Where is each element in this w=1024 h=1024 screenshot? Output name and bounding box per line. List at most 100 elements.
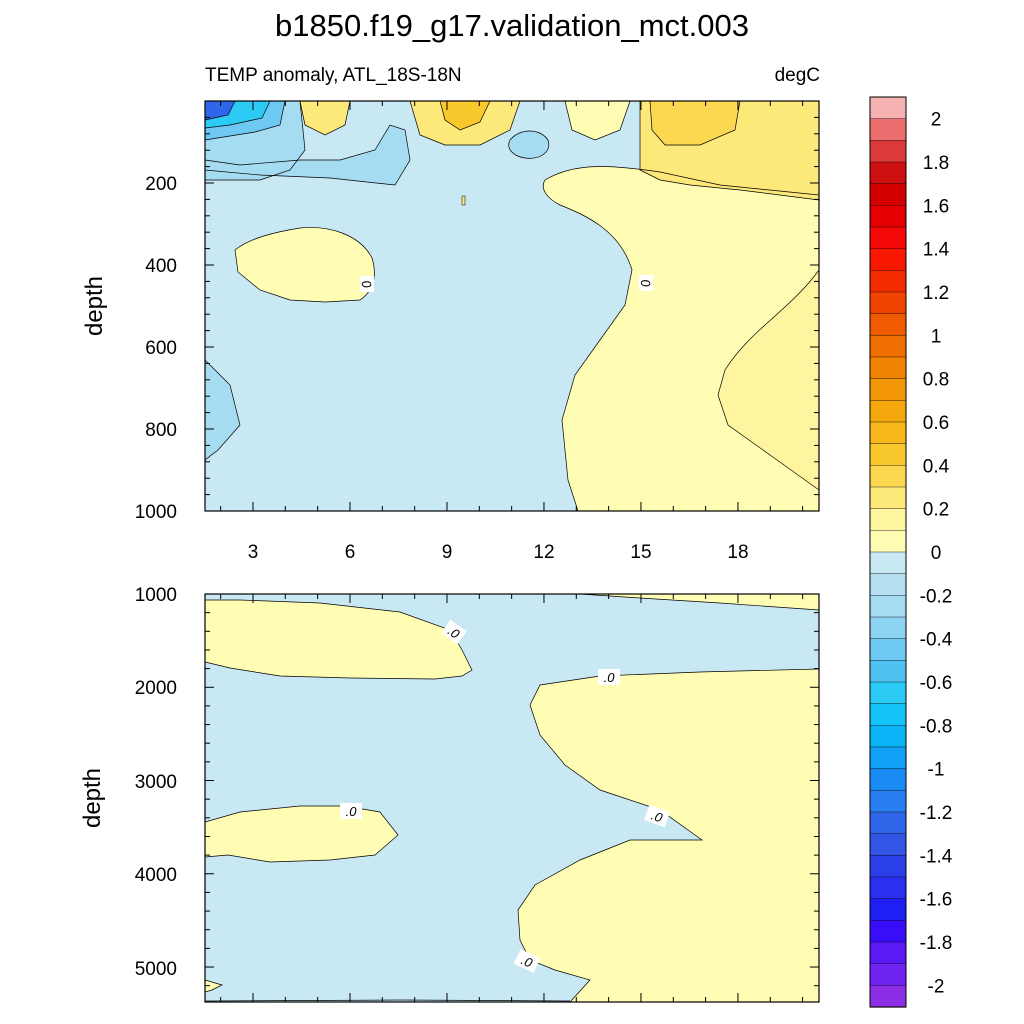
chart-title: b1850.f19_g17.validation_mct.003 bbox=[275, 8, 749, 43]
bottom-contour-label-4: .0 bbox=[643, 804, 671, 828]
colorbar-swatch bbox=[869, 205, 907, 228]
colorbar-swatch bbox=[869, 833, 907, 856]
colorbar-swatch bbox=[869, 790, 907, 813]
bottom-contour-line bbox=[205, 599, 473, 680]
top-y-tick-label: 600 bbox=[145, 338, 177, 359]
colorbar-label: -1.8 bbox=[920, 933, 953, 954]
top-contour-line bbox=[205, 124, 411, 186]
top-surface-warm-patch-3 bbox=[565, 101, 630, 140]
top-y-tick-label: 800 bbox=[145, 420, 177, 441]
top-cold-tongue bbox=[205, 125, 410, 185]
colorbar-swatch bbox=[869, 898, 907, 921]
colorbar-swatch bbox=[869, 161, 907, 185]
bottom-panel: .0 .0 .0 .0 .0 1000 2000 3000 4000 5000 … bbox=[79, 585, 820, 1003]
top-x-axis: 3 6 9 12 15 18 bbox=[248, 542, 749, 563]
top-contour-line bbox=[205, 101, 271, 129]
colorbar-swatch bbox=[869, 573, 907, 596]
top-contour-line bbox=[205, 101, 306, 181]
colorbar-swatch bbox=[869, 920, 907, 943]
colorbar-swatch bbox=[869, 378, 907, 401]
bottom-contour-line bbox=[205, 979, 223, 993]
bottom-tick-marks bbox=[205, 594, 819, 1002]
bottom-contour-label: .0 bbox=[346, 804, 358, 819]
colorbar-swatch bbox=[869, 985, 907, 1008]
colorbar-swatch bbox=[869, 725, 907, 748]
colorbar-label: -0.6 bbox=[920, 673, 953, 694]
top-contour-line bbox=[542, 179, 633, 511]
bottom-label-box bbox=[441, 619, 467, 645]
top-contour-label-2: 0 bbox=[637, 275, 654, 291]
top-deep-warm-lobe bbox=[718, 270, 819, 490]
colorbar-frame bbox=[869, 96, 907, 1008]
bottom-contour-line bbox=[205, 805, 399, 863]
bottom-contour-label-3: .0 bbox=[340, 803, 362, 819]
top-contour-line bbox=[564, 101, 631, 141]
colorbar-swatch bbox=[869, 291, 907, 315]
colorbar-swatch bbox=[869, 876, 907, 900]
colorbar-swatch bbox=[869, 356, 907, 380]
colorbar-swatch bbox=[869, 616, 907, 640]
colorbar-label: -0.8 bbox=[920, 716, 953, 737]
bottom-contour-label-1: .0 bbox=[441, 619, 467, 645]
bottom-y-tick-label: 5000 bbox=[135, 959, 177, 980]
bottom-y-axis-label: depth bbox=[79, 768, 106, 828]
top-tick-marks bbox=[205, 101, 819, 511]
colorbar-swatch bbox=[869, 768, 907, 791]
colorbar-label: 1.8 bbox=[923, 153, 949, 174]
top-x-tick-label: 6 bbox=[345, 542, 356, 563]
colorbar-label: 1.6 bbox=[923, 196, 949, 217]
colorbar-swatch bbox=[869, 226, 907, 250]
top-subtitle-left: TEMP anomaly, ATL_18S-18N bbox=[205, 65, 462, 86]
colorbar-swatch bbox=[869, 96, 907, 120]
top-surface-warm-patch-1 bbox=[300, 101, 350, 135]
bottom-contour-line bbox=[205, 999, 571, 1002]
bottom-warm-region-5 bbox=[205, 980, 222, 992]
colorbar-label: -0.2 bbox=[920, 586, 953, 607]
bottom-contour-label-5: .0 bbox=[513, 949, 541, 973]
colorbar-swatch bbox=[869, 335, 907, 358]
colorbar-swatch bbox=[869, 508, 907, 531]
top-contour-line bbox=[205, 101, 236, 121]
top-contour-line bbox=[234, 227, 375, 303]
bottom-label-box bbox=[643, 804, 671, 828]
colorbar-label: -1 bbox=[928, 760, 945, 781]
top-contour-line bbox=[205, 101, 286, 141]
colorbar-swatch bbox=[869, 811, 907, 835]
bottom-warm-region-2 bbox=[580, 594, 819, 610]
bottom-y-tick-label: 2000 bbox=[135, 678, 177, 699]
colorbar-label: 1 bbox=[931, 326, 942, 347]
top-surface-warm-core bbox=[650, 101, 740, 145]
top-y-tick-label: 200 bbox=[145, 174, 177, 195]
top-panel: TEMP anomaly, ATL_18S-18N degC bbox=[81, 65, 820, 563]
top-y-tick-label: 400 bbox=[145, 256, 177, 277]
top-y-axis: 200 400 600 800 1000 bbox=[135, 174, 177, 523]
colorbar-label: 0.8 bbox=[923, 370, 949, 391]
top-contour-label-1: 0 bbox=[358, 276, 375, 292]
bottom-contour-label: .0 bbox=[604, 670, 616, 685]
colorbar-label: 0.4 bbox=[923, 456, 950, 477]
bottom-label-box bbox=[340, 803, 362, 819]
top-x-tick-label: 9 bbox=[442, 542, 453, 563]
colorbar-label: -1.6 bbox=[920, 890, 953, 911]
colorbar-label: -0.4 bbox=[920, 630, 953, 651]
top-left-cold-lobe bbox=[205, 360, 240, 460]
top-contour-line bbox=[717, 269, 819, 491]
colorbar-swatch bbox=[869, 963, 907, 986]
colorbar-label: 2 bbox=[931, 110, 942, 131]
colorbar-swatch bbox=[869, 313, 907, 336]
bottom-y-axis: 1000 2000 3000 4000 5000 bbox=[135, 585, 177, 980]
colorbar-swatch bbox=[869, 140, 907, 163]
colorbar-swatch bbox=[869, 746, 907, 770]
colorbar-swatch bbox=[869, 941, 907, 965]
bottom-contour-line bbox=[579, 594, 819, 611]
colorbar: 2 1.8 1.6 1.4 1.2 1 0.8 0.6 0.4 0.2 0 -0.2 -0.4 -0.6 -… bbox=[869, 96, 953, 1008]
colorbar-swatch bbox=[869, 486, 907, 510]
top-cold-pocket bbox=[508, 131, 549, 159]
colorbar-swatch bbox=[869, 660, 907, 683]
colorbar-label: 1.4 bbox=[923, 240, 950, 261]
bottom-warm-region-4 bbox=[205, 806, 398, 862]
bottom-contour-label-2: .0 bbox=[598, 669, 620, 685]
top-contour-line bbox=[299, 101, 351, 136]
top-contour-line bbox=[649, 101, 741, 146]
